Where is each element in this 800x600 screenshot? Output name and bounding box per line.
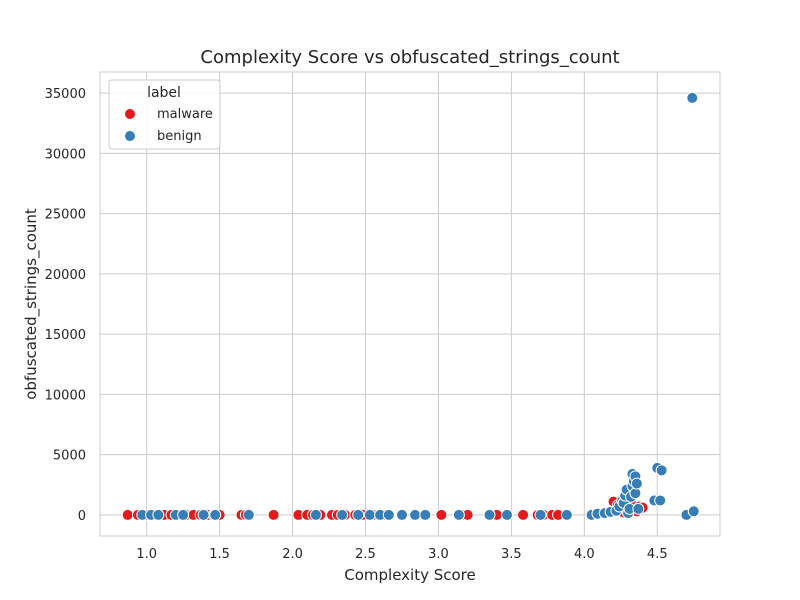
x-tick-label: 4.5 xyxy=(647,547,668,562)
data-point-benign xyxy=(560,508,573,521)
y-tick-label: 0 xyxy=(78,509,86,524)
data-point-benign xyxy=(363,508,376,521)
points-layer xyxy=(121,91,700,521)
data-point-benign xyxy=(152,508,165,521)
data-point-benign xyxy=(309,508,322,521)
data-point-benign xyxy=(534,508,547,521)
y-axis-title: obfuscated_strings_count xyxy=(22,208,41,400)
data-point-benign xyxy=(452,508,465,521)
x-tick-label: 2.0 xyxy=(282,547,303,562)
data-point-benign xyxy=(419,508,432,521)
y-tick-label: 25000 xyxy=(45,208,86,223)
y-tick-label: 5000 xyxy=(53,449,86,464)
data-point-benign xyxy=(655,464,668,477)
y-tick-label: 30000 xyxy=(45,147,86,162)
data-point-benign xyxy=(686,91,699,104)
y-tick-label: 10000 xyxy=(45,388,86,403)
data-point-benign xyxy=(242,508,255,521)
data-point-malware xyxy=(517,508,530,521)
data-point-benign xyxy=(352,508,365,521)
data-point-benign xyxy=(336,508,349,521)
x-axis-title: Complexity Score xyxy=(344,566,476,584)
y-tick-label: 20000 xyxy=(45,268,86,283)
data-point-malware xyxy=(121,508,134,521)
x-tick-label: 3.0 xyxy=(428,547,449,562)
legend-marker-benign xyxy=(124,130,136,142)
x-tick-label: 4.0 xyxy=(574,547,595,562)
legend-label-malware: malware xyxy=(157,107,213,122)
y-tick-labels: 0 5000 10000 15000 20000 25000 30000 35000 xyxy=(45,87,86,524)
data-point-benign xyxy=(409,508,422,521)
data-point-benign xyxy=(687,505,700,518)
data-point-benign xyxy=(382,508,395,521)
x-tick-labels: 1.0 1.5 2.0 2.5 3.0 3.5 4.0 4.5 xyxy=(136,547,667,562)
legend-label-benign: benign xyxy=(157,129,202,144)
data-point-benign xyxy=(630,477,643,490)
data-point-benign xyxy=(209,508,222,521)
chart-title: Complexity Score vs obfuscated_strings_c… xyxy=(200,47,619,68)
legend-marker-malware xyxy=(124,108,136,120)
data-point-benign xyxy=(483,508,496,521)
data-point-benign xyxy=(501,508,514,521)
data-point-malware xyxy=(267,508,280,521)
y-tick-label: 15000 xyxy=(45,328,86,343)
legend-title: label xyxy=(147,85,181,101)
data-point-benign xyxy=(197,508,210,521)
x-tick-label: 3.5 xyxy=(501,547,522,562)
legend-box xyxy=(108,79,221,150)
data-point-benign xyxy=(654,494,667,507)
data-point-malware xyxy=(435,508,448,521)
x-tick-label: 2.5 xyxy=(355,547,376,562)
y-tick-label: 35000 xyxy=(45,87,86,102)
data-point-benign xyxy=(177,508,190,521)
legend: label malware benign xyxy=(108,79,221,150)
x-tick-label: 1.5 xyxy=(209,547,230,562)
data-point-benign xyxy=(395,508,408,521)
x-tick-label: 1.0 xyxy=(136,547,157,562)
data-point-benign xyxy=(632,502,645,515)
